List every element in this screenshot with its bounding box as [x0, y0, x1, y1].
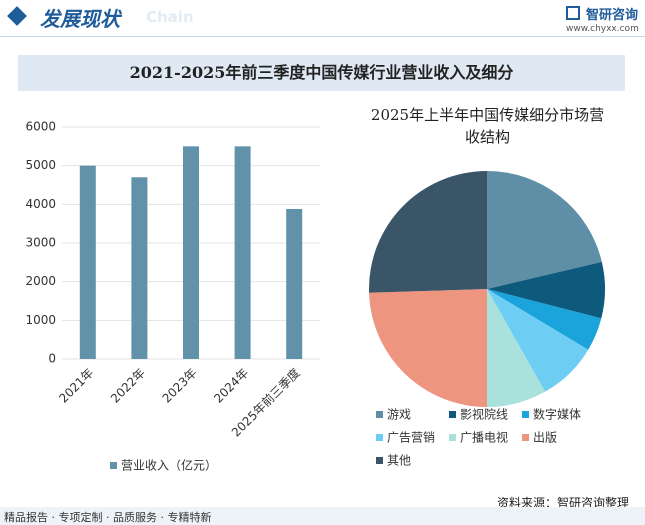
y-tick-label: 3000	[25, 236, 56, 250]
legend-label: 出版	[533, 431, 557, 445]
legend-label: 广播电视	[460, 430, 508, 445]
x-tick-label: 2024年	[211, 366, 251, 406]
legend-swatch	[522, 411, 529, 418]
pie-slice	[487, 171, 602, 289]
pie-slice	[369, 289, 487, 407]
pie-slice	[487, 261, 605, 319]
legend-label: 营业收入（亿元）	[121, 458, 217, 473]
header-subtitle: Chain	[146, 8, 194, 26]
x-tick-label: 2021年	[56, 366, 96, 406]
pie-title: 2025年上半年中国传媒细分市场营收结构	[370, 106, 605, 146]
brand-url: www.chyxx.com	[566, 24, 639, 34]
header-bar	[0, 0, 645, 37]
pie-slice	[487, 289, 546, 407]
brand-name: 智研咨询	[586, 8, 639, 23]
y-tick-label: 0	[48, 352, 56, 366]
legend-swatch	[376, 411, 383, 418]
legend-swatch	[110, 462, 117, 469]
pie-slice	[487, 289, 602, 350]
legend-swatch	[449, 411, 456, 418]
bar	[286, 208, 303, 359]
header-title: 发展现状	[40, 7, 120, 31]
legend-label: 其他	[387, 454, 411, 468]
legend-label: 数字媒体	[533, 407, 581, 422]
y-tick-label: 5000	[25, 158, 56, 172]
y-tick-label: 6000	[25, 120, 56, 134]
y-tick-label: 1000	[25, 313, 56, 327]
legend-swatch	[376, 434, 383, 441]
legend-label: 游戏	[387, 408, 411, 422]
legend-swatch	[522, 434, 529, 441]
legend-swatch	[449, 434, 456, 441]
footer-bar	[0, 507, 645, 525]
x-tick-label: 2023年	[160, 366, 200, 406]
bar-chart: 0 1000 2000 3000 4000 5000 6000 2021年 2022年 2023年…	[25, 120, 320, 473]
chart-title: 2021-2025年前三季度中国传媒行业营业收入及细分	[18, 55, 625, 91]
pie-slice	[487, 289, 589, 392]
pie-slice	[369, 171, 487, 293]
legend-label: 广告营销	[387, 431, 435, 445]
bar	[131, 177, 148, 359]
legend-label: 影视院线	[460, 407, 508, 422]
brand-logo	[566, 6, 580, 20]
y-tick-label: 2000	[25, 274, 56, 288]
legend-swatch	[376, 457, 383, 464]
x-tick-label: 2022年	[108, 366, 148, 406]
footer-tagline: 精品报告 · 专项定制 · 品质服务 · 专精特新	[4, 511, 212, 524]
y-tick-label: 4000	[25, 197, 56, 211]
source-note: 资料来源：智研咨询整理	[497, 496, 630, 510]
bar	[183, 146, 199, 359]
bar	[234, 146, 251, 359]
bar	[79, 165, 96, 359]
